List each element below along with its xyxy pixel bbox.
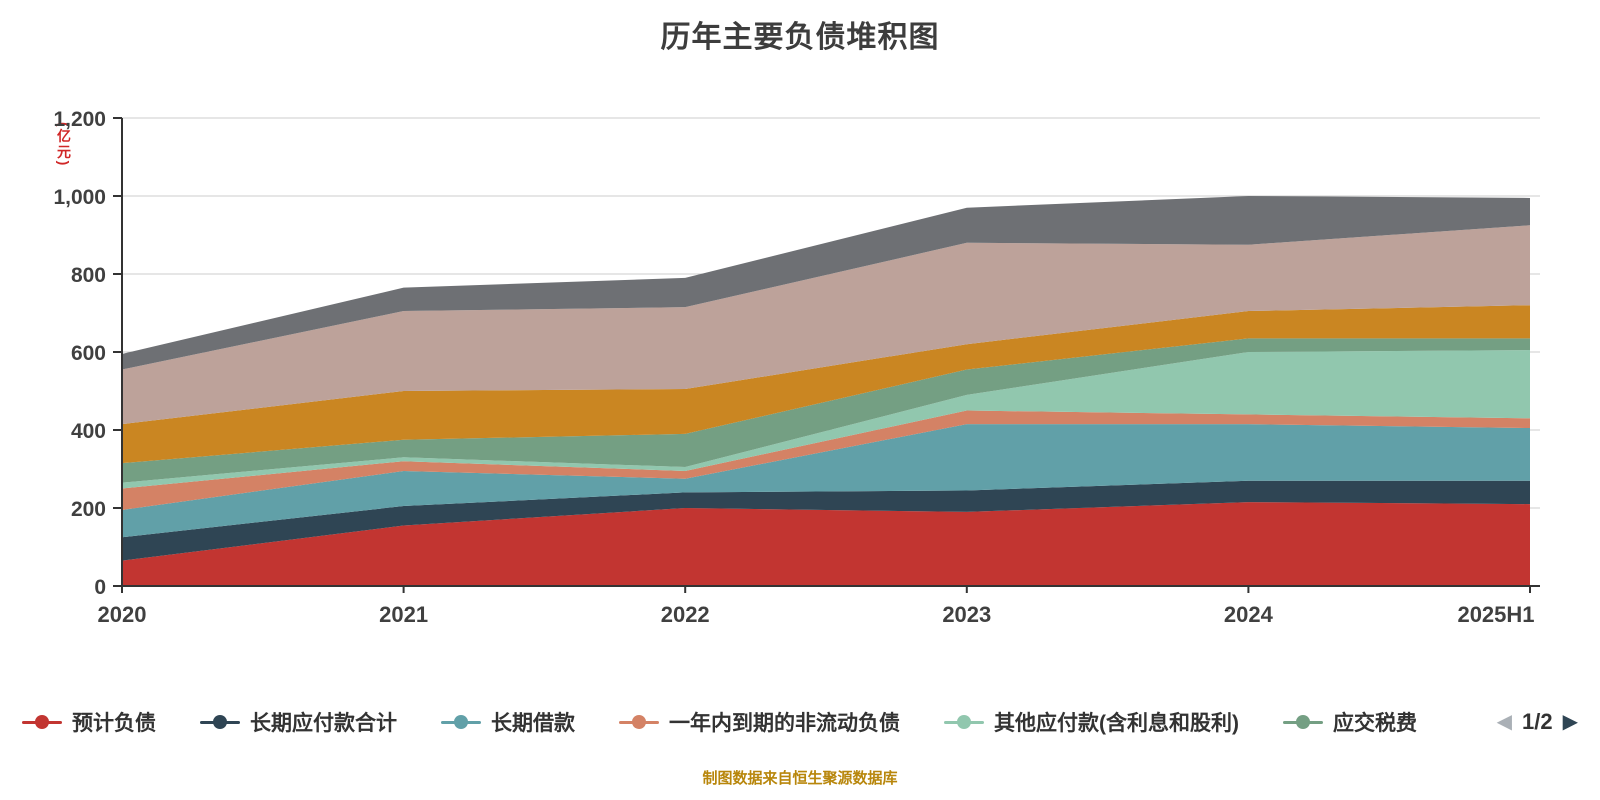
y-tick-label: 1,200 xyxy=(53,108,106,131)
legend-item-label: 长期应付款合计 xyxy=(250,712,397,735)
legend-item-label: 预计负债 xyxy=(72,712,156,735)
x-tick-label: 2025H1 xyxy=(1457,602,1534,627)
legend-item-预计负债[interactable]: 预计负债 xyxy=(22,707,156,737)
y-tick-label: 1,000 xyxy=(53,186,106,209)
y-tick-label: 800 xyxy=(71,264,106,287)
area-series-8 xyxy=(122,196,1530,370)
chart-title: 历年主要负债堆积图 xyxy=(660,21,940,54)
legend-item-一年内到期的非流动负债[interactable]: 一年内到期的非流动负债 xyxy=(619,707,900,737)
legend-item-其他应付款(含利息和股利)[interactable]: 其他应付款(含利息和股利) xyxy=(944,707,1239,737)
area-series-6 xyxy=(122,305,1530,464)
legend-line-dot-icon xyxy=(200,715,240,729)
legend-line-dot-icon xyxy=(441,715,481,729)
area-series-7 xyxy=(122,225,1530,425)
area-series-1-长期应付款合计 xyxy=(122,480,1530,561)
area-series-5-应交税费 xyxy=(122,338,1530,483)
legend-next-page-icon[interactable]: ▶ xyxy=(1562,711,1578,733)
y-tick-label: 600 xyxy=(71,342,106,365)
area-series-0-预计负债 xyxy=(122,502,1530,586)
legend-item-label: 一年内到期的非流动负债 xyxy=(669,712,900,735)
data-source-caption: 制图数据来自恒生聚源数据库 xyxy=(702,770,898,787)
area-series-4-其他应付款(含利息和股利) xyxy=(122,350,1530,489)
legend-item-长期借款[interactable]: 长期借款 xyxy=(441,707,575,737)
legend-line-dot-icon xyxy=(619,715,659,729)
x-tick-label: 2023 xyxy=(942,602,991,627)
y-tick-label: 200 xyxy=(71,498,106,521)
x-tick-label: 2024 xyxy=(1224,602,1274,627)
legend-item-label: 其他应付款(含利息和股利) xyxy=(994,712,1239,735)
legend-page-indicator: 1/2 xyxy=(1522,709,1553,734)
legend-item-应交税费[interactable]: 应交税费 xyxy=(1283,707,1417,737)
legend-pager: ◀ 1/2 ▶ xyxy=(1497,709,1578,735)
legend-prev-page-icon[interactable]: ◀ xyxy=(1496,711,1513,733)
x-tick-label: 2020 xyxy=(98,602,147,627)
area-series-2-长期借款 xyxy=(122,424,1530,538)
y-axis-unit-label: (亿元) xyxy=(56,122,72,168)
area-series-3-一年内到期的非流动负债 xyxy=(122,410,1530,510)
legend-item-label: 长期借款 xyxy=(491,712,575,735)
legend-line-dot-icon xyxy=(944,715,984,729)
x-tick-label: 2021 xyxy=(379,602,428,627)
y-tick-label: 0 xyxy=(94,576,106,599)
x-tick-label: 2022 xyxy=(661,602,710,627)
legend-item-长期应付款合计[interactable]: 长期应付款合计 xyxy=(200,707,397,737)
legend: 预计负债 长期应付款合计 长期借款 一年内到期的非流动负债 其他应付款(含利息和股利) 应… xyxy=(22,702,1578,742)
legend-line-dot-icon xyxy=(1283,715,1323,729)
y-tick-label: 400 xyxy=(71,420,106,443)
legend-line-dot-icon xyxy=(22,715,62,729)
legend-item-label: 应交税费 xyxy=(1333,712,1417,735)
